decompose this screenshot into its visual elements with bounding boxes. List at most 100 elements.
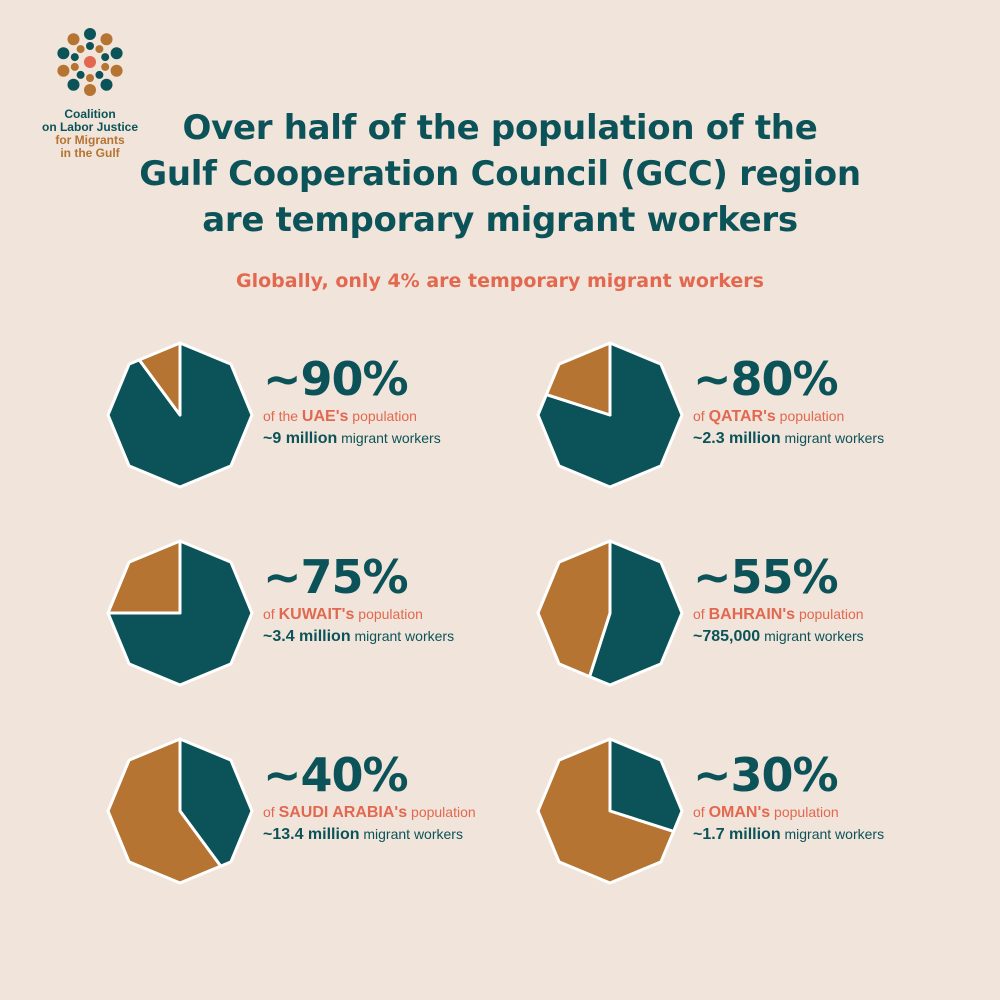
logo-figure-head [84, 84, 96, 96]
logo: Coalition on Labor Justice for Migrants … [40, 22, 140, 160]
percent-label: ~90% [263, 352, 409, 406]
pie-chart [536, 539, 684, 687]
logo-figure-body [70, 62, 79, 71]
logo-figure-head [100, 78, 113, 91]
population-suffix: population [770, 804, 839, 820]
subtitle: Globally, only 4% are temporary migrant … [236, 270, 764, 292]
pie-chart [106, 737, 254, 885]
logo-center [84, 56, 96, 68]
country-name: QATAR's [708, 408, 776, 425]
percent-label: ~30% [693, 748, 839, 802]
workers-suffix: migrant workers [760, 628, 864, 644]
logo-line-1: Coalition [64, 107, 116, 121]
logo-text: Coalition on Labor Justice for Migrants … [40, 108, 140, 160]
pie-chart [106, 539, 254, 687]
workers-line: ~3.4 million migrant workers [263, 625, 454, 648]
pie-info: ~90% of the UAE's population ~9 million mi… [263, 354, 441, 450]
population-line: of QATAR's population [693, 406, 884, 427]
logo-figure-head [57, 47, 70, 60]
population-prefix: of [693, 804, 709, 820]
logo-figure-head [57, 64, 70, 77]
country-name: OMAN's [708, 804, 771, 821]
workers-count: ~1.7 million [693, 826, 781, 843]
workers-count: ~9 million [263, 430, 338, 447]
country-card: ~30% of OMAN's population ~1.7 million mig… [535, 736, 975, 896]
logo-line-4: in the Gulf [60, 146, 120, 160]
logo-figure-body [86, 42, 94, 50]
logo-figure-body [95, 70, 104, 79]
country-card: ~80% of QATAR's population ~2.3 million mi… [535, 340, 975, 500]
pie-info: ~55% of BAHRAIN's population ~785,000 migr… [693, 552, 864, 648]
logo-figure-body [86, 74, 94, 82]
coalition-logo-icon [57, 28, 123, 96]
workers-count: ~2.3 million [693, 430, 781, 447]
population-suffix: population [354, 606, 423, 622]
country-card: ~90% of the UAE's population ~9 million mi… [105, 340, 545, 500]
population-line: of SAUDI ARABIA's population [263, 802, 476, 823]
title-line-1: Over half of the population of the [182, 108, 818, 148]
country-name: BAHRAIN's [708, 606, 796, 623]
pie-slice-other [544, 341, 612, 417]
population-prefix: of [263, 606, 279, 622]
workers-line: ~2.3 million migrant workers [693, 427, 884, 450]
logo-figure-head [84, 28, 96, 40]
percent-label: ~55% [693, 550, 839, 604]
logo-figure-head [110, 64, 123, 77]
pie-info: ~75% of KUWAIT's population ~3.4 million m… [263, 552, 454, 648]
pie-info: ~30% of OMAN's population ~1.7 million mig… [693, 750, 884, 846]
workers-suffix: migrant workers [780, 430, 885, 446]
pie-chart [536, 737, 684, 885]
workers-line: ~1.7 million migrant workers [693, 823, 884, 846]
workers-suffix: migrant workers [337, 430, 441, 446]
title-line-3: are temporary migrant workers [202, 200, 798, 240]
workers-line: ~9 million migrant workers [263, 427, 441, 450]
workers-suffix: migrant workers [359, 826, 463, 842]
country-name: SAUDI ARABIA's [278, 804, 408, 821]
population-line: of OMAN's population [693, 802, 884, 823]
country-card: ~40% of SAUDI ARABIA's population ~13.4 mi… [105, 736, 545, 896]
country-name: UAE's [301, 408, 349, 425]
country-card: ~55% of BAHRAIN's population ~785,000 migr… [535, 538, 975, 698]
pie-slice-other [106, 539, 182, 615]
population-prefix: of [263, 804, 279, 820]
population-line: of BAHRAIN's population [693, 604, 864, 625]
logo-figure-head [110, 47, 123, 60]
page-title: Over half of the population of the Gulf … [80, 105, 920, 243]
pie-info: ~80% of QATAR's population ~2.3 million mi… [693, 354, 884, 450]
pie-slice-other [536, 539, 612, 679]
workers-count: ~785,000 [693, 628, 761, 645]
population-line: of the UAE's population [263, 406, 441, 427]
pie-slice-other [137, 341, 182, 417]
logo-figure-body [70, 53, 79, 62]
population-suffix: population [775, 408, 845, 424]
workers-count: ~3.4 million [263, 628, 351, 645]
logo-figure-head [67, 78, 80, 91]
population-line: of KUWAIT's population [263, 604, 454, 625]
workers-line: ~13.4 million migrant workers [263, 823, 476, 846]
logo-figure-head [100, 33, 113, 46]
pie-chart [106, 341, 254, 489]
workers-suffix: migrant workers [350, 628, 455, 644]
percent-label: ~40% [263, 748, 409, 802]
logo-figure-body [76, 45, 85, 54]
logo-figure-body [101, 53, 110, 62]
population-prefix: of [693, 606, 709, 622]
population-prefix: of the [263, 408, 302, 424]
country-card: ~75% of KUWAIT's population ~3.4 million m… [105, 538, 545, 698]
country-name: KUWAIT's [278, 606, 355, 623]
workers-count: ~13.4 million [263, 826, 360, 843]
logo-figure-head [67, 33, 80, 46]
title-line-2: Gulf Cooperation Council (GCC) region [139, 154, 861, 194]
pie-chart [536, 341, 684, 489]
percent-label: ~80% [693, 352, 839, 406]
population-suffix: population [348, 408, 417, 424]
pie-slice-other [106, 737, 223, 885]
pie-slice-other [536, 737, 676, 885]
logo-line-2: on Labor Justice [41, 120, 139, 134]
logo-figure-body [95, 45, 104, 54]
workers-suffix: migrant workers [780, 826, 885, 842]
logo-line-3: for Migrants [55, 133, 125, 147]
logo-figure-body [76, 70, 85, 79]
workers-line: ~785,000 migrant workers [693, 625, 864, 648]
percent-label: ~75% [263, 550, 409, 604]
